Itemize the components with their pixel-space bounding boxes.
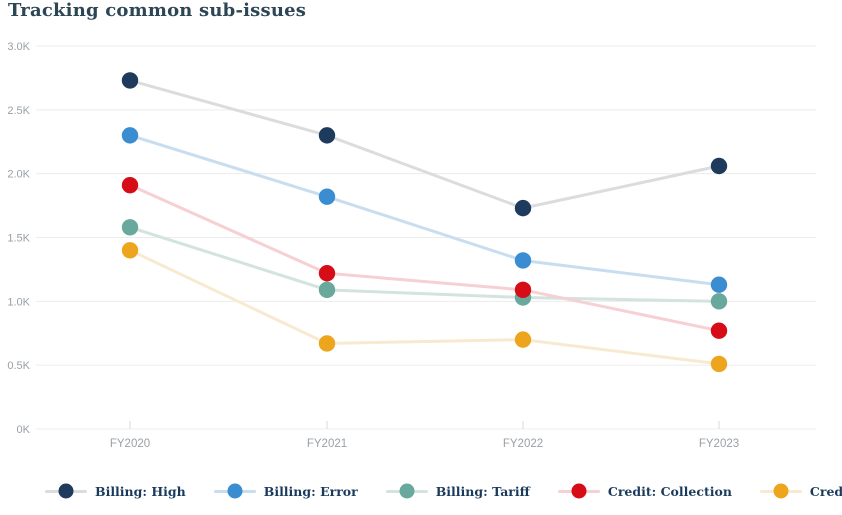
- data-point[interactable]: [318, 127, 336, 144]
- legend-item-4[interactable]: Credit: Disconnection: [759, 483, 842, 499]
- legend-marker-icon: [213, 483, 256, 499]
- data-point[interactable]: [710, 293, 728, 310]
- series-line: [128, 78, 721, 210]
- legend-marker-icon: [45, 483, 87, 499]
- data-point[interactable]: [121, 242, 139, 259]
- data-point[interactable]: [318, 265, 336, 282]
- series-line: [128, 133, 721, 287]
- y-axis-tick-label: 2.0K: [7, 169, 30, 181]
- data-point[interactable]: [514, 331, 532, 348]
- y-axis-tick-label: 0.5K: [7, 360, 30, 372]
- y-axis-tick-label: 2.5K: [7, 105, 30, 117]
- data-point[interactable]: [318, 281, 336, 299]
- y-axis-tick-label: 1.0K: [7, 296, 30, 308]
- legend-marker-icon: [759, 483, 802, 499]
- legend-label: Billing: High: [95, 483, 186, 499]
- series-line: [128, 248, 721, 366]
- data-point[interactable]: [121, 72, 139, 89]
- x-axis-label: FY2021: [307, 438, 347, 450]
- data-point[interactable]: [710, 276, 728, 293]
- x-axis-label: FY2022: [503, 438, 543, 450]
- y-axis-tick-label: 0K: [17, 424, 31, 436]
- y-axis-tick-label: 3.0K: [7, 41, 30, 53]
- series-line: [128, 225, 721, 303]
- data-point[interactable]: [121, 127, 139, 144]
- data-point[interactable]: [514, 199, 532, 217]
- legend-item-1[interactable]: Billing: Error: [213, 483, 358, 499]
- data-point[interactable]: [121, 176, 139, 194]
- chart-title: Tracking common sub-issues: [8, 0, 307, 21]
- data-point[interactable]: [318, 335, 336, 352]
- x-axis-label: FY2020: [110, 438, 150, 450]
- data-point[interactable]: [710, 157, 728, 175]
- legend-item-3[interactable]: Credit: Collection: [557, 483, 732, 499]
- chart-canvas: 0K 0.5K 1.0K 1.5K 2.0K 2.5K 3.0K FY2020 FY2021 FY…: [7, 41, 816, 450]
- data-point[interactable]: [318, 188, 336, 205]
- legend-label: Billing: Tariff: [435, 483, 530, 499]
- legend-marker-icon: [557, 483, 600, 499]
- legend-item-2[interactable]: Billing: Tariff: [385, 483, 530, 499]
- x-axis-label: FY2023: [699, 438, 739, 450]
- data-point[interactable]: [514, 281, 532, 299]
- legend-item-0[interactable]: Billing: High: [45, 483, 186, 499]
- data-point[interactable]: [710, 322, 728, 339]
- legend-marker-icon: [385, 483, 428, 499]
- legend-label: Billing: Error: [263, 483, 358, 499]
- data-point[interactable]: [514, 252, 532, 269]
- data-point[interactable]: [710, 355, 728, 373]
- y-axis-tick-label: 1.5K: [7, 233, 30, 245]
- legend: Billing: High Billing: Error Billing: Tari…: [0, 483, 842, 499]
- legend-label: Credit: Collection: [607, 483, 732, 499]
- series-line: [128, 183, 721, 333]
- legend-label: Credit: Disconnection: [809, 483, 842, 499]
- data-point[interactable]: [121, 219, 139, 236]
